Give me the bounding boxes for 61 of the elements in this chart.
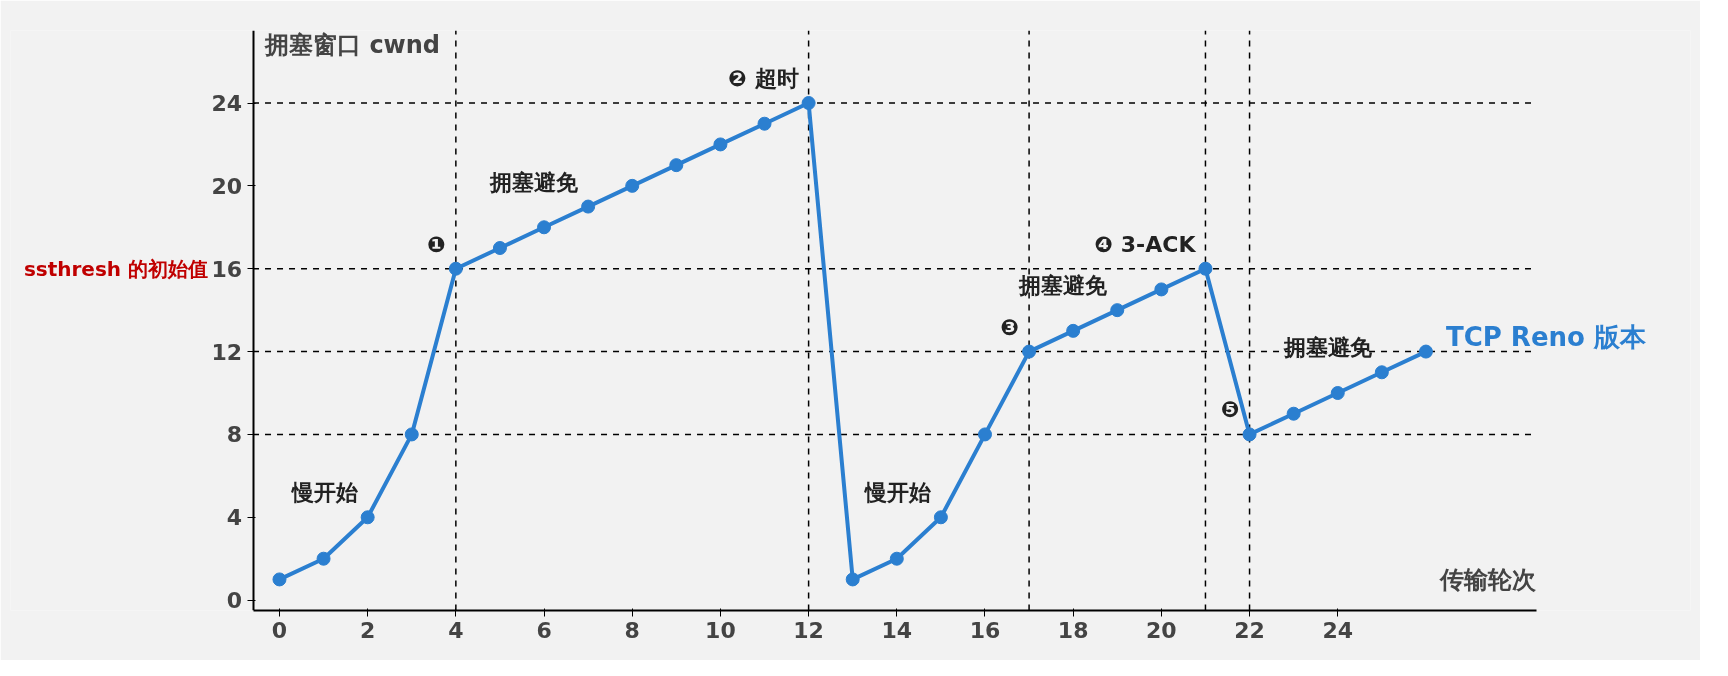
point bbox=[669, 158, 684, 173]
point bbox=[1066, 323, 1081, 338]
x-tick-label: 12 bbox=[793, 617, 824, 643]
point bbox=[1330, 386, 1345, 400]
point bbox=[977, 427, 992, 442]
x-tick-label: 8 bbox=[624, 617, 640, 643]
x-tick-label: 20 bbox=[1146, 617, 1177, 643]
annotation: ❶ bbox=[427, 231, 446, 257]
annotation: ❺ bbox=[1220, 397, 1240, 423]
point bbox=[1110, 303, 1125, 318]
point bbox=[1286, 406, 1301, 421]
x-tick-label: 6 bbox=[536, 617, 552, 643]
y-tick-label: 24 bbox=[211, 91, 243, 116]
point bbox=[1374, 365, 1389, 380]
annotation: 拥塞避免 bbox=[1282, 335, 1373, 361]
point bbox=[1242, 427, 1257, 442]
annotation: ❹ 3-ACK bbox=[1094, 231, 1197, 257]
x-tick-label: 2 bbox=[360, 617, 376, 643]
annotation: 拥塞避免 bbox=[489, 169, 580, 195]
point bbox=[1198, 261, 1213, 276]
annotation: 慢开始 bbox=[289, 480, 358, 506]
point bbox=[537, 220, 552, 235]
x-tick-label: 4 bbox=[448, 617, 464, 643]
annotation: ❷ 超时 bbox=[728, 66, 799, 91]
series-label: TCP Reno 版本 bbox=[1445, 321, 1647, 352]
point bbox=[933, 510, 948, 525]
y-axis-title: 拥塞窗口 cwnd bbox=[264, 30, 441, 59]
point bbox=[360, 510, 375, 525]
point bbox=[757, 116, 772, 131]
y-tick-label: 8 bbox=[226, 422, 243, 448]
point bbox=[1154, 282, 1169, 297]
y-tick-label: 16 bbox=[211, 256, 243, 282]
point bbox=[625, 178, 640, 193]
y-tick-label: 20 bbox=[211, 173, 243, 199]
x-tick-label: 18 bbox=[1057, 617, 1089, 643]
y-tick-label: 4 bbox=[226, 505, 243, 531]
point bbox=[1418, 344, 1433, 359]
point bbox=[492, 241, 507, 255]
y-tick-label: 12 bbox=[211, 339, 243, 365]
y-tick-label: 0 bbox=[226, 588, 243, 614]
point bbox=[713, 137, 728, 152]
point bbox=[272, 572, 287, 587]
x-tick-label: 10 bbox=[705, 617, 736, 643]
ref-line-label: ssthresh 的初始值 bbox=[23, 256, 209, 281]
x-tick-label: 24 bbox=[1322, 617, 1354, 643]
annotation: ❸ bbox=[1000, 314, 1020, 340]
point bbox=[845, 572, 860, 587]
annotation: 拥塞避免 bbox=[1018, 273, 1109, 299]
point bbox=[448, 261, 463, 276]
x-tick-label: 16 bbox=[969, 617, 1001, 643]
point bbox=[1022, 344, 1037, 359]
x-tick-label: 22 bbox=[1234, 617, 1265, 643]
annotation: 慢开始 bbox=[862, 480, 931, 506]
point bbox=[404, 427, 419, 442]
x-axis-title: 传输轮次 bbox=[1439, 566, 1538, 595]
x-tick-label: 14 bbox=[881, 617, 913, 643]
point bbox=[801, 96, 816, 110]
point bbox=[581, 199, 596, 214]
x-tick-label: 0 bbox=[271, 617, 288, 643]
point bbox=[316, 551, 331, 566]
point bbox=[889, 551, 904, 566]
